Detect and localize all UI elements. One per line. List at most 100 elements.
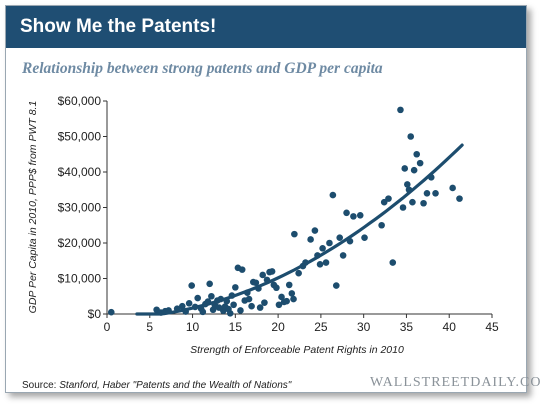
data-point <box>268 268 276 275</box>
data-point <box>401 165 409 172</box>
data-point <box>423 190 431 197</box>
data-point <box>107 308 115 316</box>
page-title: Show Me the Patents! <box>6 6 526 48</box>
data-point <box>226 309 234 317</box>
data-point <box>420 199 427 207</box>
scatter-plot: 0 5 10 15 20 25 30 35 40 45 $0 $10,000 $20,000 $30,00… <box>27 94 499 356</box>
data-point <box>339 252 347 259</box>
data-point <box>378 221 385 229</box>
data-point <box>248 302 255 310</box>
data-point <box>356 212 364 219</box>
data-point <box>178 302 186 310</box>
y-tick-label: $20,000 <box>58 236 102 250</box>
x-tick-label: 25 <box>314 320 328 334</box>
data-point <box>329 191 337 199</box>
data-point <box>404 181 411 188</box>
data-point <box>409 198 416 206</box>
data-point <box>405 186 413 194</box>
data-point <box>252 279 260 287</box>
data-point <box>165 307 172 314</box>
data-point <box>326 239 333 247</box>
data-point <box>182 308 190 315</box>
data-point <box>311 227 319 234</box>
data-point <box>228 292 236 299</box>
data-point <box>191 303 199 311</box>
x-tick-label: 10 <box>186 320 200 334</box>
data-point <box>245 295 253 303</box>
data-point <box>259 271 267 279</box>
data-point <box>336 234 344 241</box>
data-point <box>316 261 324 268</box>
data-point <box>416 159 424 167</box>
axes-group <box>103 100 493 318</box>
data-point <box>206 280 213 288</box>
data-points-group <box>107 106 463 317</box>
source-text: Stanford, Haber "Patents and the Wealth … <box>59 380 292 391</box>
data-point <box>432 190 439 197</box>
data-point <box>399 204 407 211</box>
x-tick-label: 15 <box>229 320 243 334</box>
data-point <box>343 209 350 217</box>
data-point <box>188 282 195 289</box>
data-point <box>385 195 392 202</box>
data-point <box>230 301 237 309</box>
data-point <box>261 299 268 306</box>
chart-card: Show Me the Patents! Relationship betwee… <box>5 5 540 393</box>
data-point <box>185 300 193 307</box>
data-point <box>255 285 262 292</box>
data-point <box>194 294 201 302</box>
data-point <box>346 237 354 245</box>
data-point <box>307 236 314 243</box>
data-point <box>217 295 225 303</box>
data-point <box>199 308 207 316</box>
tick-labels-group: 0 5 10 15 20 25 30 35 40 45 $0 $10,000 $20,000 $30,00… <box>58 94 499 334</box>
data-point <box>314 252 321 259</box>
data-point <box>361 234 368 241</box>
data-point <box>397 106 404 114</box>
data-point <box>283 297 290 305</box>
y-tick-label: $50,000 <box>58 130 102 144</box>
data-point <box>288 290 296 297</box>
data-point <box>223 297 231 305</box>
source-label: Source: <box>22 380 57 391</box>
data-point <box>319 245 326 252</box>
data-point <box>410 166 418 174</box>
data-point <box>238 266 246 273</box>
y-tick-label: $40,000 <box>58 165 102 179</box>
data-point <box>232 284 239 291</box>
trend-line <box>135 143 464 316</box>
data-point <box>413 150 421 158</box>
data-point <box>290 295 297 303</box>
data-point <box>389 259 397 266</box>
x-tick-label: 35 <box>400 320 414 334</box>
data-point <box>332 282 340 289</box>
data-point <box>263 276 271 284</box>
data-point <box>350 213 357 220</box>
data-point <box>173 305 181 312</box>
data-point <box>427 174 435 181</box>
data-point <box>208 292 215 300</box>
data-point <box>302 259 309 266</box>
data-point <box>407 133 415 140</box>
x-tick-label: 0 <box>104 320 111 334</box>
x-tick-label: 45 <box>485 320 499 334</box>
y-tick-label: $10,000 <box>58 272 102 286</box>
x-tick-label: 5 <box>146 320 153 334</box>
data-point <box>291 230 298 238</box>
x-tick-label: 40 <box>443 320 457 334</box>
source-note: Source: Stanford, Haber "Patents and the… <box>22 380 291 391</box>
data-point <box>204 298 212 305</box>
brand-logo: WALLSTREETDAILY.COM <box>370 375 540 390</box>
data-point <box>278 293 285 301</box>
x-tick-label: 20 <box>271 320 285 334</box>
y-axis-label: GDP Per Capita in 2010, PPP$ from PWT 8.… <box>27 101 39 314</box>
x-axis-label: Strength of Enforceable Patent Rights in… <box>190 344 404 356</box>
data-point <box>295 269 302 277</box>
data-point <box>273 284 280 292</box>
y-tick-label: $30,000 <box>58 201 102 215</box>
y-tick-label: $0 <box>88 307 102 321</box>
data-point <box>322 259 330 266</box>
data-point <box>244 289 251 297</box>
chart-subtitle: Relationship between strong patents and … <box>22 60 383 77</box>
x-tick-label: 30 <box>357 320 371 334</box>
